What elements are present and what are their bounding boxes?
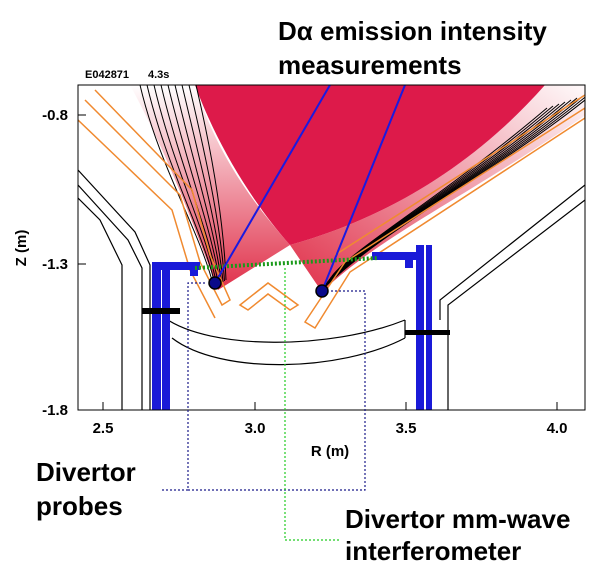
leader-lines — [160, 268, 366, 541]
interferometer-label: interferometer — [345, 536, 521, 566]
left-leg — [130, 85, 290, 290]
flux-line — [321, 96, 585, 291]
plasma — [195, 85, 545, 245]
probes-label: Divertor — [36, 457, 136, 487]
y-axis-label: Z (m) — [13, 230, 30, 267]
y-tick-label: -1.3 — [42, 256, 68, 273]
y-tick-label: -1.8 — [42, 402, 68, 419]
cross-section — [78, 85, 585, 410]
shot-time: 4.3s — [148, 69, 169, 81]
interferometer-label: Divertor mm-wave — [345, 504, 570, 534]
x-axis-label: R (m) — [311, 443, 349, 460]
y-tick-label: -0.8 — [42, 107, 68, 124]
coils — [142, 245, 450, 410]
x-tick-label: 3.0 — [245, 420, 266, 437]
flux-line — [188, 85, 225, 282]
d-alpha-label: measurements — [278, 50, 462, 80]
probes-label: probes — [36, 491, 123, 521]
probe-markers — [208, 276, 329, 298]
x-tick-label: 4.0 — [547, 420, 568, 437]
flux-line — [324, 97, 578, 287]
flux-line — [146, 85, 216, 288]
flux-line — [195, 85, 227, 281]
x-tick-label: 3.5 — [396, 420, 417, 437]
flux-line — [174, 85, 222, 284]
flux-line — [322, 95, 584, 289]
tiles — [78, 89, 585, 330]
x-tick-label: 2.5 — [93, 420, 114, 437]
ticks — [78, 114, 558, 410]
flux-line — [325, 99, 572, 285]
right-leg — [290, 85, 585, 292]
interferometer-beam — [194, 256, 379, 270]
sight-lines — [214, 85, 406, 292]
vessel — [78, 169, 585, 410]
d-alpha-label: Dα emission intensity — [278, 16, 547, 46]
flux-line — [167, 85, 221, 285]
plot-frame — [77, 84, 586, 411]
flux-line — [181, 85, 224, 283]
shot-number: E042871 — [85, 69, 129, 81]
